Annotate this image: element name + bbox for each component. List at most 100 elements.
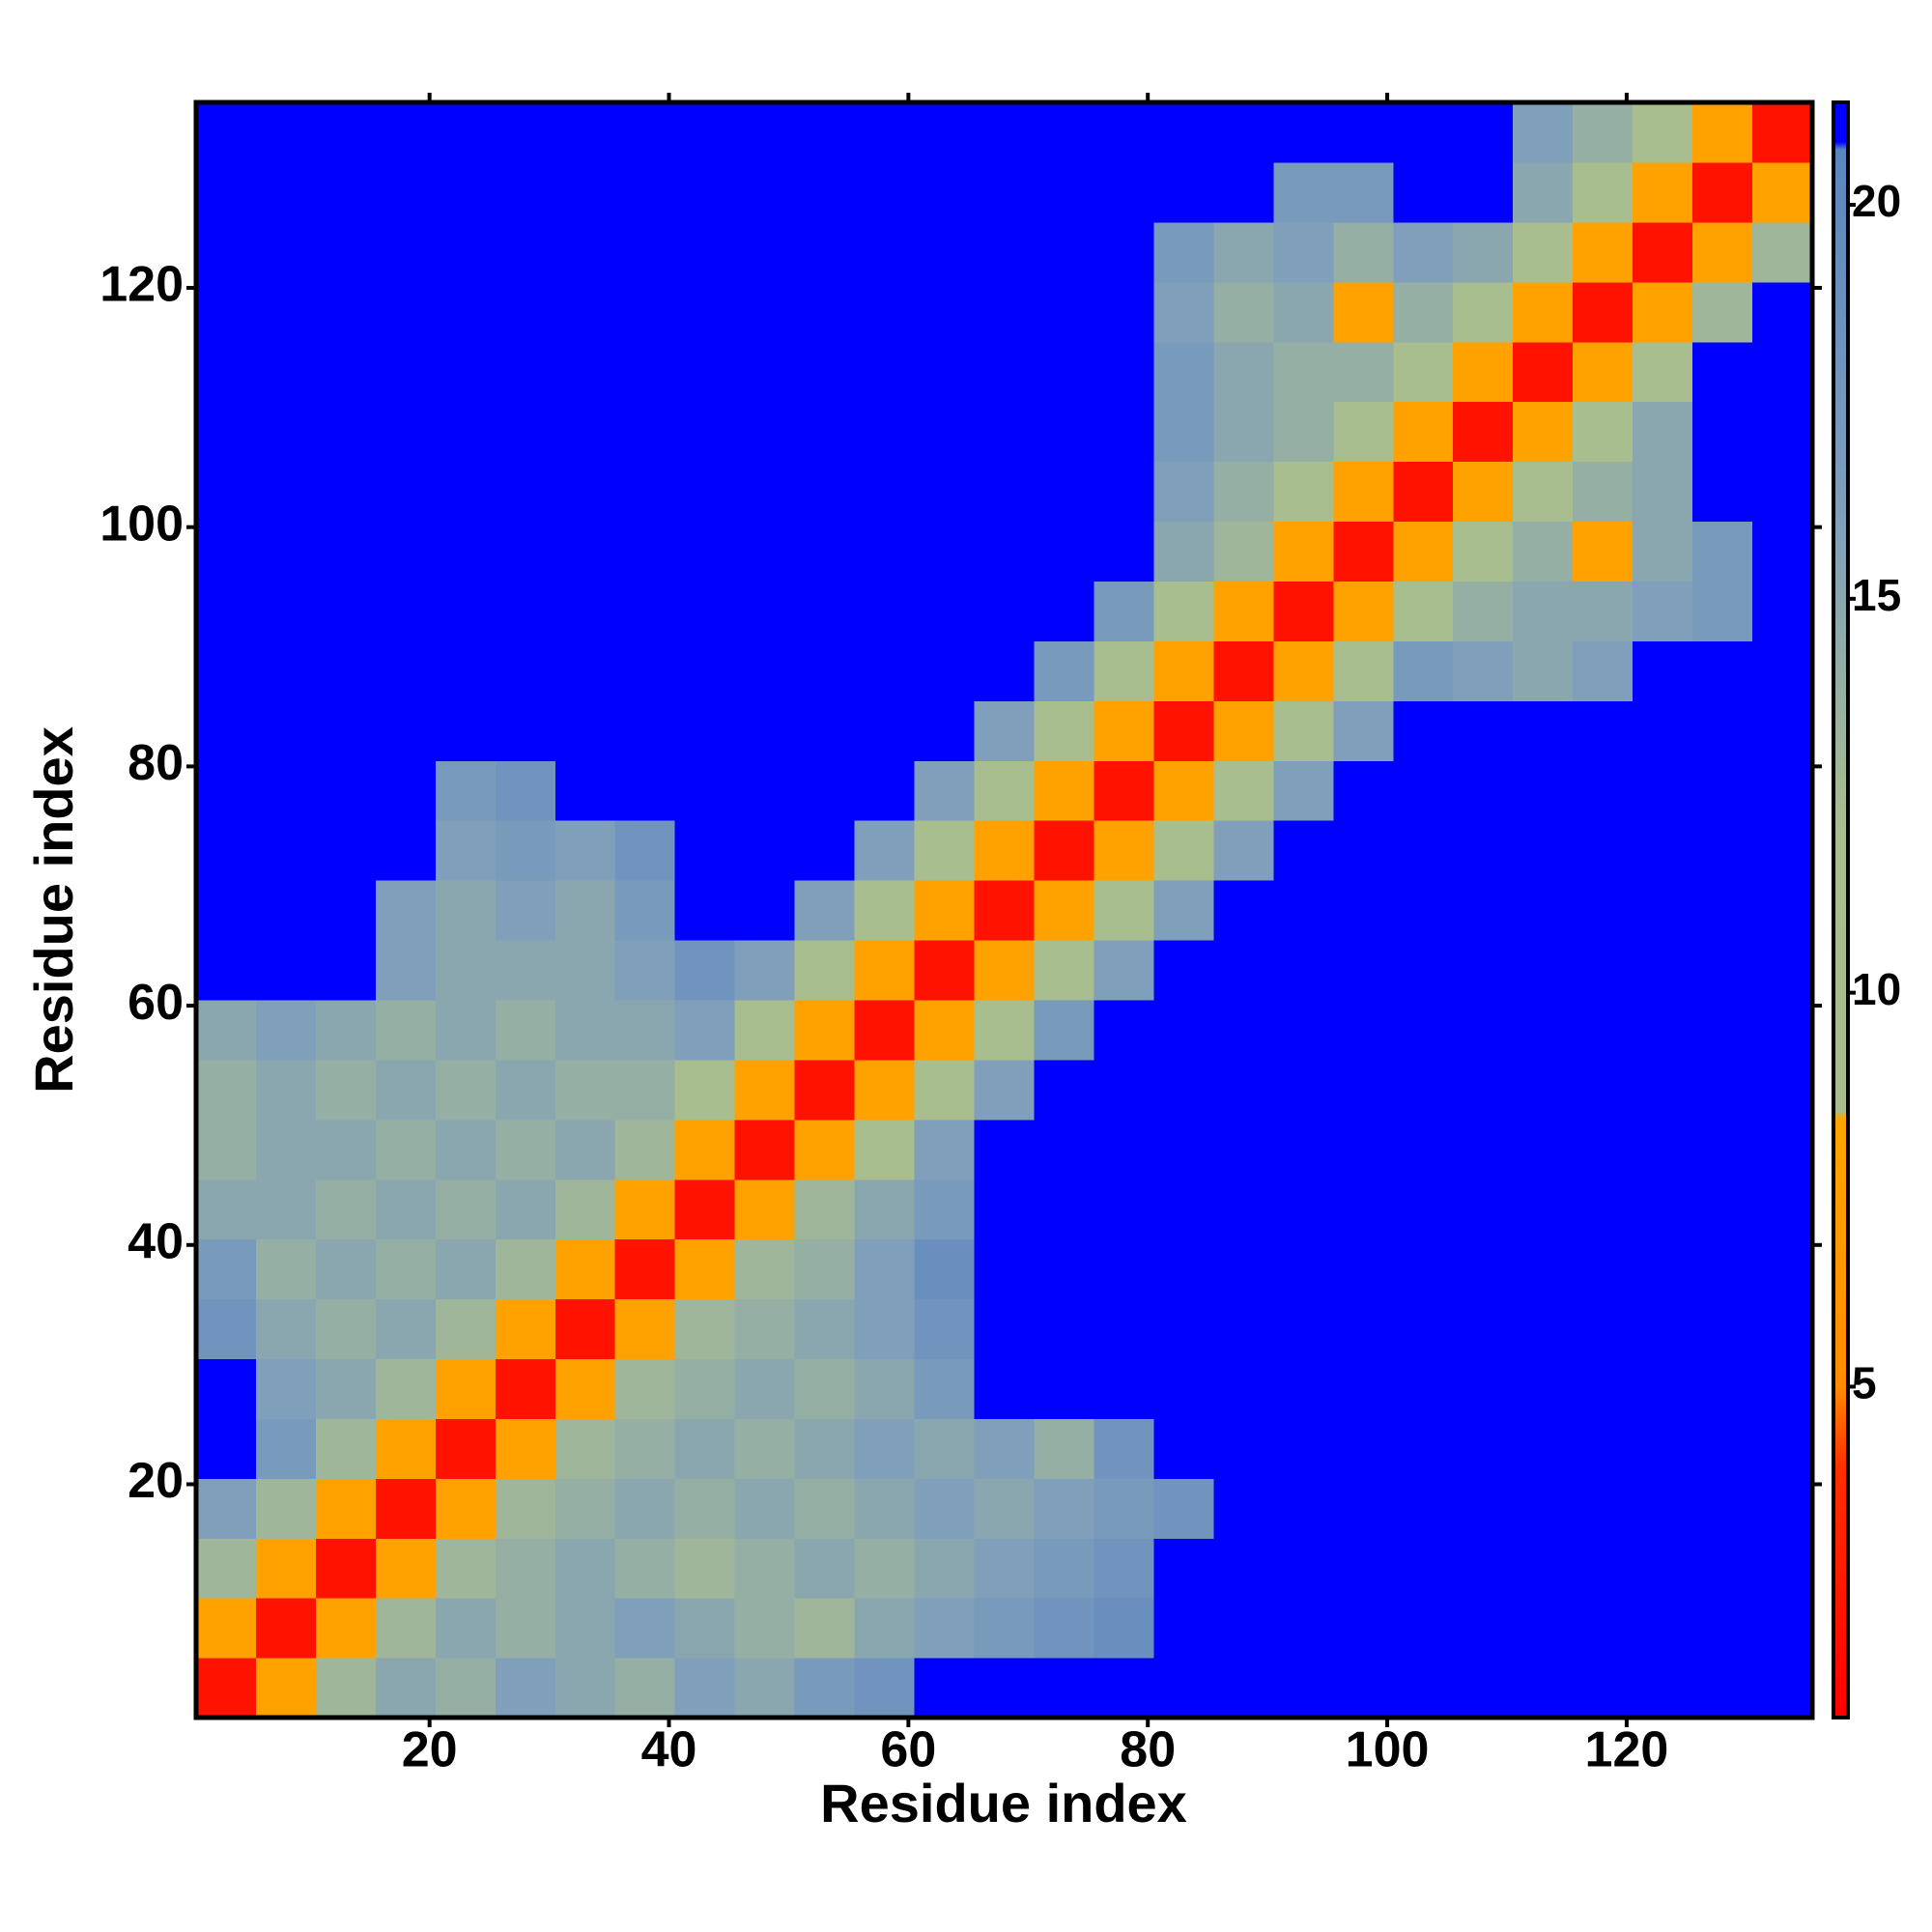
heatmap-cell (1692, 401, 1753, 463)
heatmap-cell (794, 1538, 856, 1599)
heatmap-cell (1692, 1179, 1753, 1240)
heatmap-cell (1513, 1418, 1574, 1479)
heatmap-cell (914, 341, 976, 403)
heatmap-cell (255, 1418, 317, 1479)
heatmap-cell (1752, 401, 1813, 463)
heatmap-cell (1333, 281, 1394, 343)
heatmap-cell (734, 1418, 796, 1479)
heatmap-cell (1333, 1179, 1394, 1240)
heatmap-cell (1752, 1298, 1813, 1360)
heatmap-cell (1333, 1358, 1394, 1419)
heatmap-cell (734, 1538, 796, 1599)
x-tick-label: 20 (402, 1722, 458, 1778)
heatmap-cell (974, 760, 1036, 821)
heatmap-cell (196, 1418, 257, 1479)
heatmap-cell (375, 281, 437, 343)
heatmap-cell (1333, 401, 1394, 463)
heatmap-cell (1153, 880, 1214, 941)
heatmap-cell (914, 1538, 976, 1599)
heatmap-cell (375, 401, 437, 463)
heatmap-cell (495, 1598, 556, 1659)
heatmap-cell (554, 461, 616, 523)
heatmap-cell (196, 581, 257, 641)
heatmap-cell (1633, 939, 1693, 1001)
heatmap-cell (674, 221, 736, 283)
heatmap-cell (1513, 281, 1574, 343)
heatmap-cell (734, 281, 796, 343)
heatmap-cell (1513, 461, 1574, 523)
heatmap-cell (1393, 581, 1454, 641)
heatmap-cell (1453, 939, 1514, 1001)
heatmap-cell (1333, 760, 1394, 821)
heatmap-cell (1573, 760, 1634, 821)
heatmap-cell (614, 1358, 676, 1419)
heatmap-cell (255, 1478, 317, 1539)
heatmap-cell (1094, 401, 1155, 463)
heatmap-cell (1213, 521, 1274, 582)
heatmap-cell (315, 1179, 377, 1240)
heatmap-cell (854, 1298, 916, 1360)
heatmap-cell (375, 161, 437, 223)
heatmap-cell (196, 521, 257, 582)
heatmap-cell (674, 1238, 736, 1300)
heatmap-cell (854, 341, 916, 403)
heatmap-cell (1333, 1478, 1394, 1539)
heatmap-cell (674, 1598, 736, 1659)
heatmap-cell (1573, 700, 1634, 761)
heatmap-cell (974, 700, 1036, 761)
plot-frame (193, 99, 1815, 1720)
heatmap-cell (794, 939, 856, 1001)
heatmap-cell (854, 1119, 916, 1180)
heatmap-cell (1573, 1478, 1634, 1539)
heatmap-cell (854, 1238, 916, 1300)
heatmap-cell (554, 1059, 616, 1121)
heatmap-cell (914, 1298, 976, 1360)
heatmap-cell (1573, 1179, 1634, 1240)
heatmap-cell (794, 221, 856, 283)
heatmap-cell (1752, 1478, 1813, 1539)
heatmap-cell (196, 760, 257, 821)
heatmap-cell (614, 760, 676, 821)
heatmap-cell (1153, 640, 1214, 701)
heatmap-cell (1633, 581, 1693, 641)
heatmap-cell (1752, 880, 1813, 941)
heatmap-cell (794, 1358, 856, 1419)
heatmap-cell (1333, 1119, 1394, 1180)
heatmap-cell (614, 1059, 676, 1121)
heatmap-cell (315, 461, 377, 523)
heatmap-cell (974, 880, 1036, 941)
heatmap-cell (255, 281, 317, 343)
heatmap-cell (1034, 1418, 1095, 1479)
heatmap-cell (196, 1238, 257, 1300)
heatmap-cell (1633, 1658, 1693, 1719)
heatmap-cell (1034, 1478, 1095, 1539)
heatmap-cell (734, 401, 796, 463)
heatmap-cell (1153, 102, 1214, 163)
heatmap-cell (1153, 1538, 1214, 1599)
heatmap-cell (1752, 820, 1813, 881)
heatmap-cell (1153, 939, 1214, 1001)
heatmap-cell (674, 1298, 736, 1360)
heatmap-cell (1393, 760, 1454, 821)
heatmap-cell (435, 1598, 497, 1659)
heatmap-cell (1273, 760, 1334, 821)
heatmap-cell (1453, 1658, 1514, 1719)
heatmap-cell (1633, 760, 1693, 821)
heatmap-cell (375, 102, 437, 163)
heatmap-cell (1273, 102, 1334, 163)
heatmap-cell (1453, 1538, 1514, 1599)
heatmap-cell (974, 1658, 1036, 1719)
heatmap-cell (794, 102, 856, 163)
heatmap-cell (734, 461, 796, 523)
heatmap-cell (614, 1238, 676, 1300)
heatmap-cell (315, 1538, 377, 1599)
heatmap-cell (1453, 700, 1514, 761)
heatmap-cell (255, 999, 317, 1061)
heatmap-cell (1573, 999, 1634, 1061)
heatmap-cell (1273, 1059, 1334, 1121)
heatmap-cell (1273, 1658, 1334, 1719)
heatmap-cell (1453, 999, 1514, 1061)
heatmap-cell (1513, 880, 1574, 941)
heatmap-cell (196, 1658, 257, 1719)
heatmap-cell (674, 102, 736, 163)
